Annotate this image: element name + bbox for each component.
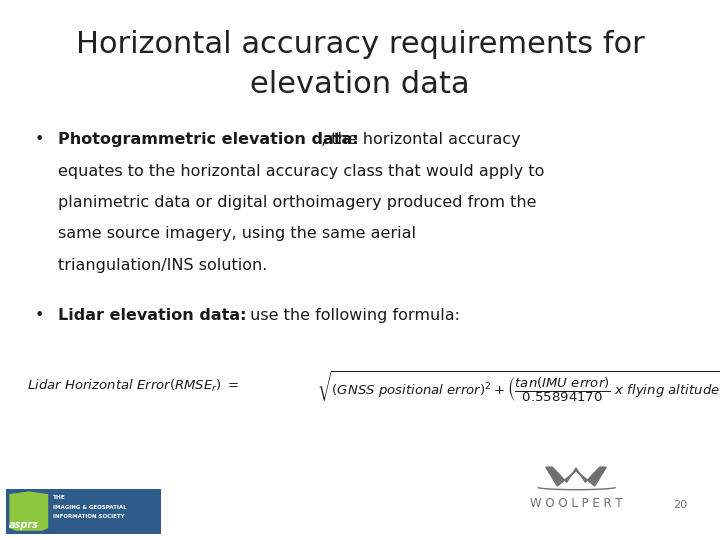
Text: INFORMATION SOCIETY: INFORMATION SOCIETY: [53, 514, 124, 519]
Text: use the following formula:: use the following formula:: [245, 308, 459, 323]
Text: •: •: [35, 308, 44, 323]
Text: elevation data: elevation data: [250, 70, 470, 99]
Polygon shape: [9, 491, 48, 531]
Text: Photogrammetric elevation data:: Photogrammetric elevation data:: [58, 132, 359, 147]
Text: W O O L P E R T: W O O L P E R T: [530, 497, 622, 510]
Bar: [6, 489, 161, 534]
Text: •: •: [35, 132, 44, 147]
Text: $\it{Lidar\ Horizontal\ Error(RMSE_r)\ =\ }$: $\it{Lidar\ Horizontal\ Error(RMSE_r)\ =…: [27, 378, 240, 394]
Text: THE: THE: [53, 495, 66, 501]
Text: $\sqrt{(GNSS\ positional\ error)^2 + \left(\dfrac{tan(IMU\ error)}{0.55894170}\ : $\sqrt{(GNSS\ positional\ error)^2 + \le…: [317, 369, 720, 403]
Text: Lidar elevation data:: Lidar elevation data:: [58, 308, 252, 323]
Text: same source imagery, using the same aerial: same source imagery, using the same aeri…: [58, 226, 415, 241]
Text: equates to the horizontal accuracy class that would apply to: equates to the horizontal accuracy class…: [58, 164, 544, 179]
Text: 20: 20: [673, 500, 688, 510]
Text: triangulation/INS solution.: triangulation/INS solution.: [58, 258, 267, 273]
Text: planimetric data or digital orthoimagery produced from the: planimetric data or digital orthoimagery…: [58, 195, 536, 210]
Text: IMAGING & GEOSPATIAL: IMAGING & GEOSPATIAL: [53, 505, 126, 510]
Text: Horizontal accuracy requirements for: Horizontal accuracy requirements for: [76, 30, 644, 59]
Text: , the horizontal accuracy: , the horizontal accuracy: [321, 132, 521, 147]
Polygon shape: [546, 467, 606, 486]
Text: asprs: asprs: [9, 520, 38, 530]
